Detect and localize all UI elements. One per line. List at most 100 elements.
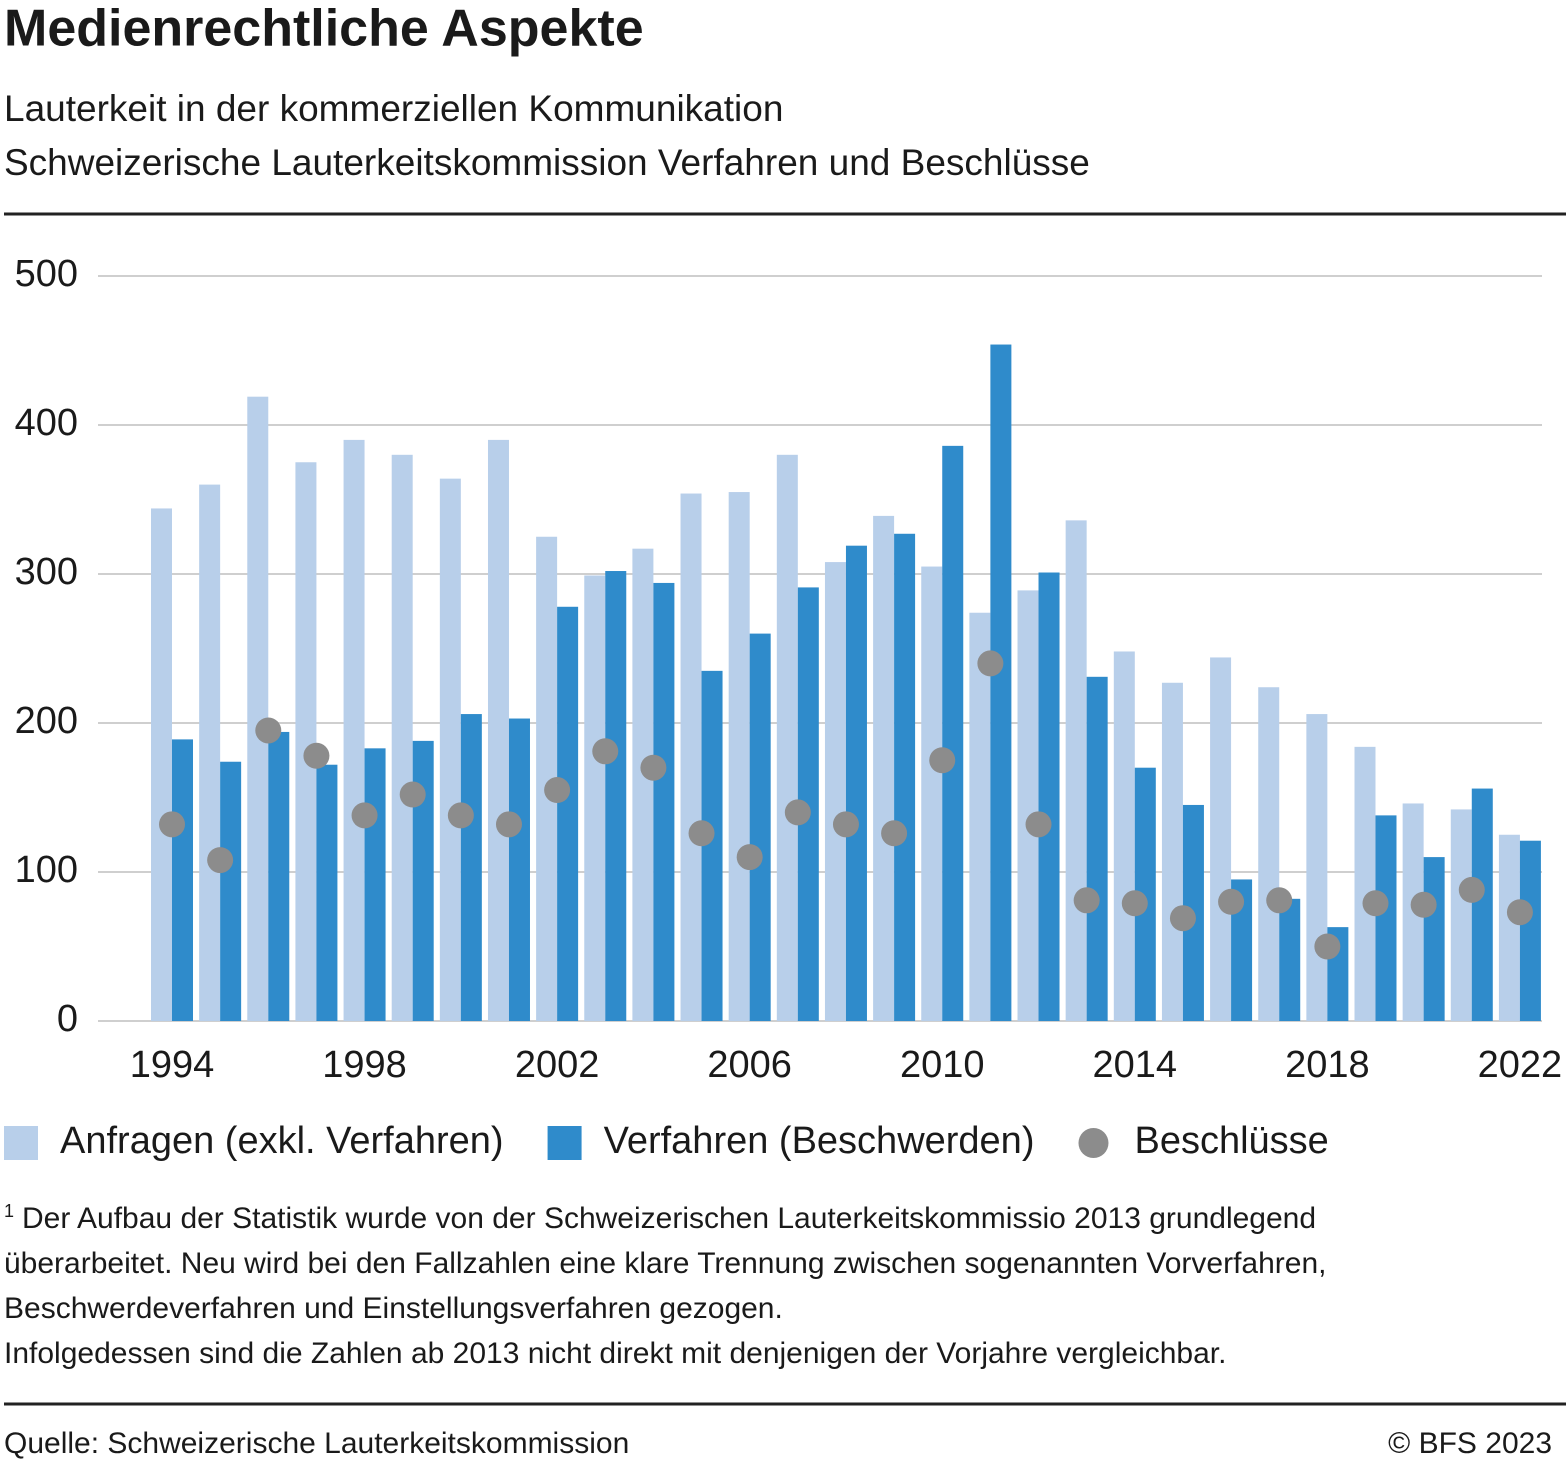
- x-tick-label: 2014: [1093, 1044, 1178, 1086]
- dot: [640, 754, 667, 781]
- bar: [969, 612, 991, 1021]
- bar: [557, 606, 579, 1021]
- bar: [824, 562, 846, 1021]
- subtitle: Lauterkeit in der kommerziellen Kommunik…: [4, 88, 783, 129]
- footnote: Infolgedessen sind die Zahlen ab 2013 ni…: [4, 1337, 1226, 1370]
- legend-swatch: [4, 1126, 38, 1160]
- footnote: Beschwerdeverfahren und Einstellungsverf…: [4, 1292, 783, 1325]
- bar: [1258, 687, 1280, 1021]
- bar: [776, 454, 798, 1021]
- dot: [1218, 888, 1245, 915]
- bar: [632, 548, 654, 1021]
- dot: [977, 650, 1004, 677]
- y-tick-label: 0: [57, 998, 78, 1040]
- dot: [495, 811, 522, 838]
- dot: [159, 811, 185, 838]
- bar: [605, 571, 627, 1021]
- bar: [873, 515, 895, 1021]
- bar: [151, 508, 172, 1021]
- dot: [1362, 890, 1389, 917]
- bar: [990, 344, 1012, 1021]
- dot: [351, 802, 378, 829]
- bar: [391, 454, 413, 1021]
- bar: [1519, 840, 1541, 1021]
- bar: [172, 739, 193, 1021]
- dot: [592, 738, 619, 765]
- dot: [1458, 876, 1485, 903]
- bar: [439, 478, 461, 1021]
- bar: [1498, 834, 1520, 1021]
- footnote-marker: 1: [4, 1201, 14, 1221]
- bar: [1065, 520, 1087, 1021]
- bar: [701, 670, 723, 1021]
- footnote: Der Aufbau der Statistik wurde von der S…: [22, 1202, 1316, 1235]
- dot: [1506, 899, 1533, 926]
- dot: [544, 777, 571, 804]
- bar: [1210, 657, 1232, 1021]
- bar: [749, 633, 771, 1021]
- bar: [894, 533, 916, 1021]
- bar: [1423, 857, 1445, 1021]
- y-tick-label: 500: [15, 253, 78, 295]
- bar: [1086, 676, 1108, 1021]
- bar: [536, 536, 558, 1021]
- bar: [1134, 767, 1156, 1021]
- x-tick-label: 2018: [1285, 1044, 1370, 1086]
- dot: [784, 799, 811, 826]
- dot: [832, 811, 859, 838]
- dot: [1266, 887, 1293, 914]
- bar: [508, 718, 530, 1021]
- y-tick-label: 100: [15, 849, 78, 891]
- bar: [1471, 788, 1493, 1021]
- subtitle: Schweizerische Lauterkeitskommission Ver…: [4, 142, 1090, 183]
- dot: [1410, 891, 1437, 918]
- dot: [736, 844, 763, 871]
- bar: [1375, 815, 1397, 1021]
- legend-swatch: [1078, 1128, 1109, 1158]
- bar: [1450, 809, 1472, 1021]
- dot: [1314, 933, 1341, 960]
- copyright: © BFS 2023: [1388, 1427, 1552, 1460]
- bar: [1017, 590, 1039, 1021]
- bar: [460, 714, 482, 1021]
- bar: [412, 740, 434, 1021]
- bar: [797, 587, 819, 1021]
- dot: [447, 802, 474, 829]
- bar: [1279, 898, 1301, 1021]
- x-tick-label: 2010: [900, 1044, 985, 1086]
- bar: [487, 439, 509, 1021]
- bar: [247, 396, 269, 1021]
- source: Quelle: Schweizerische Lauterkeitskommis…: [4, 1427, 629, 1460]
- bar: [1038, 572, 1060, 1021]
- bar: [220, 761, 242, 1021]
- dot: [1121, 890, 1148, 917]
- dot: [1025, 811, 1052, 838]
- bar: [1354, 746, 1376, 1021]
- bar: [845, 545, 867, 1021]
- bar: [316, 764, 338, 1021]
- bar: [1161, 682, 1183, 1021]
- bar: [1113, 651, 1135, 1021]
- dot: [1169, 905, 1196, 932]
- y-tick-label: 300: [15, 551, 78, 593]
- bar: [1306, 714, 1328, 1021]
- bar: [268, 731, 290, 1021]
- bar: [584, 575, 606, 1021]
- footnote: überarbeitet. Neu wird bei den Fallzahle…: [4, 1247, 1327, 1280]
- dot: [929, 747, 956, 774]
- bar: [343, 439, 365, 1021]
- bar: [364, 748, 386, 1021]
- x-tick-label: 1998: [322, 1044, 407, 1086]
- bar: [942, 445, 964, 1021]
- dot: [303, 742, 330, 769]
- bar: [199, 484, 221, 1022]
- dot: [1073, 887, 1100, 914]
- legend-label: Anfragen (exkl. Verfahren): [60, 1120, 504, 1162]
- y-tick-label: 400: [15, 402, 78, 444]
- dot: [207, 847, 234, 874]
- bar: [680, 493, 702, 1021]
- dot: [399, 781, 426, 808]
- chart-title: Medienrechtliche Aspekte: [4, 0, 644, 58]
- x-tick-label: 2006: [707, 1044, 792, 1086]
- x-tick-label: 1994: [130, 1044, 215, 1086]
